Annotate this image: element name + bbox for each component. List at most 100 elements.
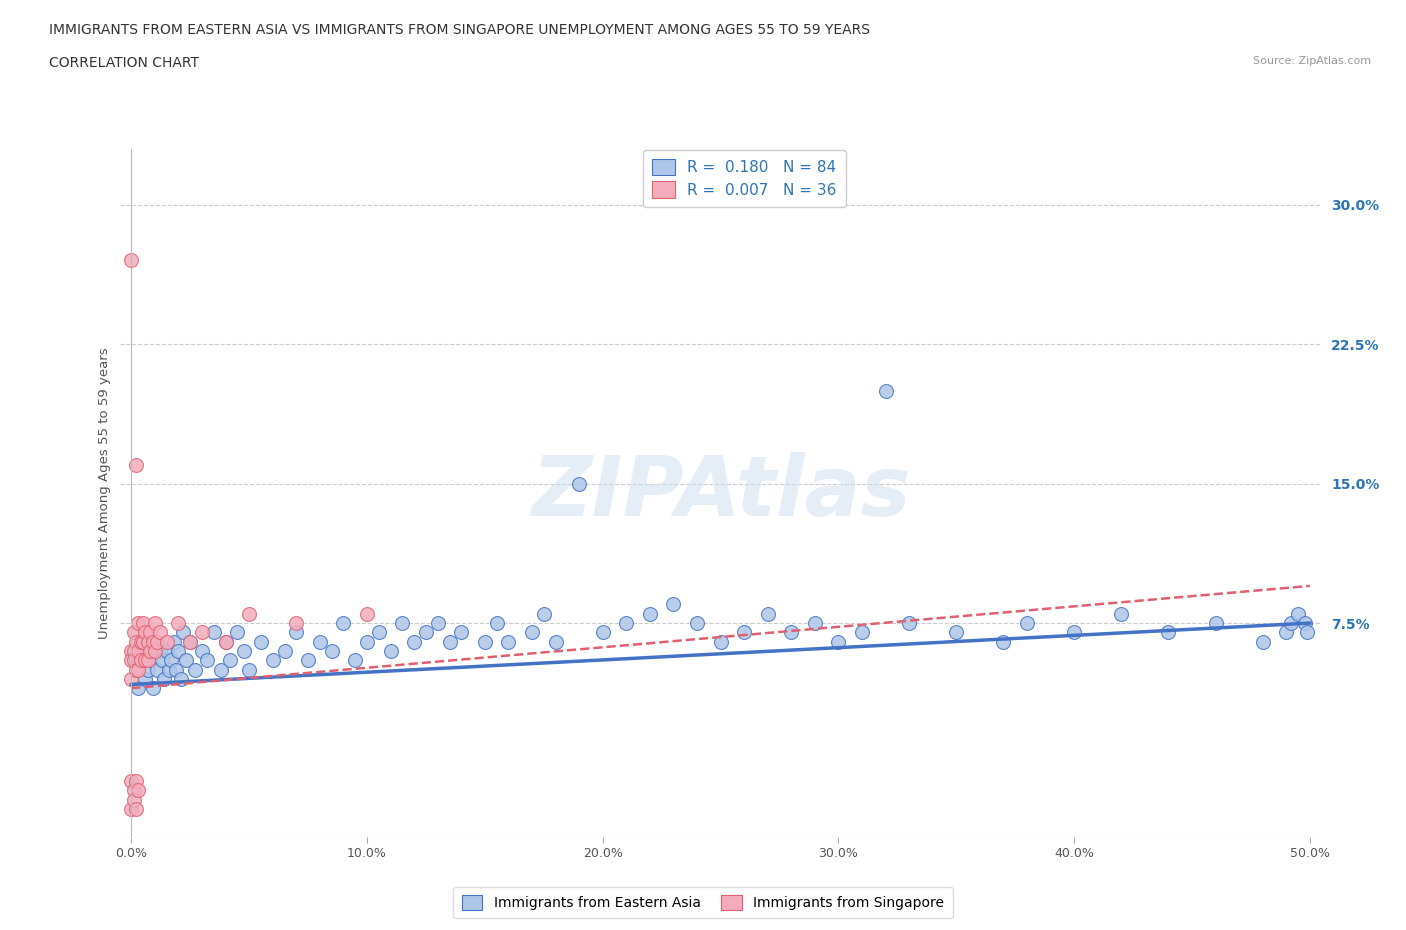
Point <box>139 653 162 668</box>
Point <box>127 681 149 696</box>
Point <box>344 653 367 668</box>
Point <box>146 662 169 677</box>
Point <box>143 616 166 631</box>
Point <box>149 644 172 658</box>
Legend: Immigrants from Eastern Asia, Immigrants from Singapore: Immigrants from Eastern Asia, Immigrants… <box>453 886 953 919</box>
Point <box>993 634 1015 649</box>
Point <box>262 653 284 668</box>
Point <box>179 634 201 649</box>
Point <box>321 644 343 658</box>
Point <box>226 625 249 640</box>
Point <box>804 616 827 631</box>
Point <box>662 597 685 612</box>
Point <box>827 634 849 649</box>
Point <box>127 616 149 631</box>
Point <box>638 606 661 621</box>
Point <box>592 625 614 640</box>
Point <box>875 383 897 398</box>
Point <box>415 625 437 640</box>
Point <box>485 616 508 631</box>
Point <box>132 634 155 649</box>
Point <box>150 653 173 668</box>
Point <box>156 644 179 658</box>
Point <box>139 625 162 640</box>
Point <box>125 774 148 789</box>
Point <box>134 671 156 686</box>
Point <box>122 783 145 798</box>
Point <box>127 662 149 677</box>
Point <box>120 802 142 817</box>
Point <box>165 662 187 677</box>
Point <box>214 634 236 649</box>
Point <box>195 653 218 668</box>
Point <box>367 625 389 640</box>
Point <box>134 625 156 640</box>
Point <box>450 625 472 640</box>
Point <box>160 653 183 668</box>
Point <box>285 625 308 640</box>
Point <box>129 653 152 668</box>
Point <box>1111 606 1133 621</box>
Point <box>127 783 149 798</box>
Text: ZIPAtlas: ZIPAtlas <box>531 452 910 534</box>
Point <box>250 634 273 649</box>
Point <box>474 634 496 649</box>
Point <box>1157 625 1180 640</box>
Point <box>122 653 145 668</box>
Point <box>238 662 260 677</box>
Point <box>132 616 155 631</box>
Point <box>122 644 145 658</box>
Point <box>686 616 709 631</box>
Point <box>233 644 256 658</box>
Point <box>1015 616 1038 631</box>
Text: IMMIGRANTS FROM EASTERN ASIA VS IMMIGRANTS FROM SINGAPORE UNEMPLOYMENT AMONG AGE: IMMIGRANTS FROM EASTERN ASIA VS IMMIGRAN… <box>49 23 870 37</box>
Point <box>120 253 142 268</box>
Legend: R =  0.180   N = 84, R =  0.007   N = 36: R = 0.180 N = 84, R = 0.007 N = 36 <box>643 150 846 207</box>
Point <box>568 476 591 491</box>
Point <box>309 634 332 649</box>
Point <box>167 616 190 631</box>
Point <box>132 644 155 658</box>
Point <box>153 671 176 686</box>
Point <box>219 653 242 668</box>
Point <box>614 616 637 631</box>
Point <box>174 653 197 668</box>
Point <box>1279 616 1302 631</box>
Point <box>391 616 413 631</box>
Point <box>756 606 779 621</box>
Point <box>139 644 162 658</box>
Point <box>136 662 159 677</box>
Point <box>125 634 148 649</box>
Point <box>163 634 186 649</box>
Point <box>214 634 236 649</box>
Point <box>380 644 402 658</box>
Point <box>898 616 921 631</box>
Point <box>125 802 148 817</box>
Point <box>297 653 319 668</box>
Point <box>141 634 163 649</box>
Point <box>125 458 148 472</box>
Point <box>120 644 142 658</box>
Point <box>143 634 166 649</box>
Point <box>202 625 225 640</box>
Point <box>172 625 194 640</box>
Point <box>134 653 156 668</box>
Point <box>533 606 555 621</box>
Point <box>120 774 142 789</box>
Point <box>170 671 193 686</box>
Point <box>1205 616 1227 631</box>
Point <box>136 653 159 668</box>
Point <box>733 625 755 640</box>
Point <box>285 616 308 631</box>
Point <box>851 625 873 640</box>
Point <box>439 634 461 649</box>
Point <box>122 625 145 640</box>
Point <box>1296 625 1319 640</box>
Point <box>125 662 148 677</box>
Point <box>1251 634 1274 649</box>
Point <box>120 671 142 686</box>
Point <box>356 634 378 649</box>
Point <box>1275 625 1298 640</box>
Point <box>179 634 201 649</box>
Point <box>157 662 180 677</box>
